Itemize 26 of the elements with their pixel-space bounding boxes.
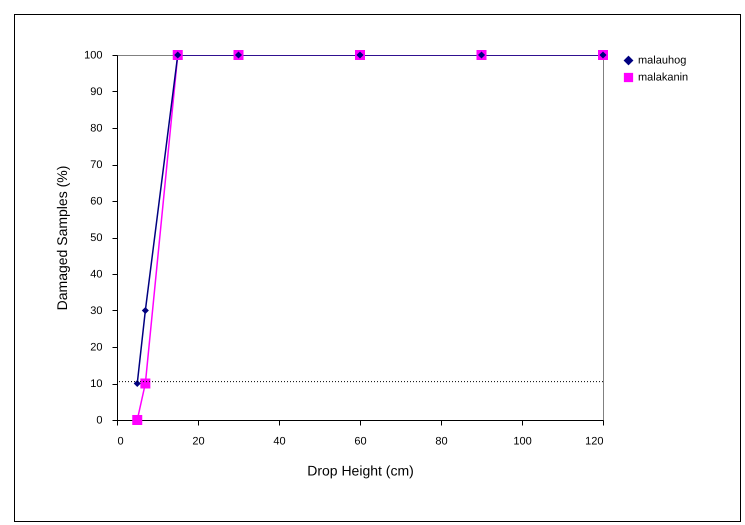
y-tick-label: 0 xyxy=(96,414,102,426)
legend-label: malakanin xyxy=(638,72,688,84)
y-tick-label: 70 xyxy=(90,159,102,171)
y-tick-label: 40 xyxy=(90,268,102,280)
y-tick-label: 80 xyxy=(90,122,102,134)
y-tick-label: 60 xyxy=(90,196,102,208)
y-tick-label: 20 xyxy=(90,342,102,354)
x-tick-label: 20 xyxy=(192,436,205,448)
x-tick-label: 0 xyxy=(118,436,124,448)
x-tick-label: 60 xyxy=(354,436,367,448)
x-tick-label: 40 xyxy=(273,436,286,448)
x-tick-label: 100 xyxy=(513,436,532,448)
y-tick-label: 100 xyxy=(84,50,102,62)
x-tick-label: 120 xyxy=(585,436,604,448)
point xyxy=(142,306,149,314)
point xyxy=(140,378,150,388)
y-tick-label: 90 xyxy=(90,86,102,98)
point xyxy=(134,380,141,388)
y-axis-title: Damaged Samples (%) xyxy=(54,166,70,310)
point xyxy=(132,415,142,425)
y-tick-label: 30 xyxy=(90,305,102,317)
legend-label: malauhog xyxy=(638,54,686,66)
x-tick-label: 80 xyxy=(435,436,448,448)
y-tick-label: 10 xyxy=(90,378,102,390)
x-axis-title: Drop Height (cm) xyxy=(307,462,414,478)
y-tick-label: 50 xyxy=(90,232,102,244)
